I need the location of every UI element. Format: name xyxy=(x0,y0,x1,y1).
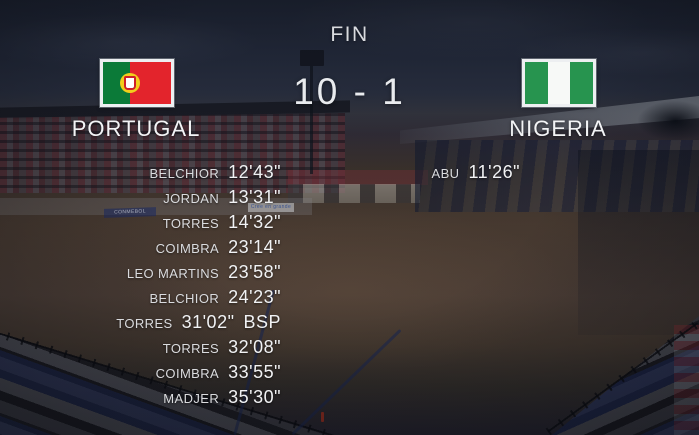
goal-time: 33'55" xyxy=(228,362,281,382)
scorer-row: TORRES 31'02" BSP xyxy=(40,310,281,335)
scorer-name: LEO MARTINS xyxy=(126,266,220,281)
scorer-name: COIMBRA xyxy=(155,241,220,256)
nigeria-flag-green-left xyxy=(525,62,548,104)
scorer-name: TORRES xyxy=(162,341,220,356)
scorer-row: COIMBRA 23'14" xyxy=(40,235,281,260)
scorer-name: TORRES xyxy=(162,216,220,231)
goal-type-suffix: BSP xyxy=(243,312,281,332)
scorer-row: JORDAN 13'31" xyxy=(40,185,281,210)
goal-time: 35'30" xyxy=(228,387,281,407)
nigeria-flag xyxy=(522,59,596,107)
nigeria-flag-white-center xyxy=(547,62,571,104)
goal-time: 23'14" xyxy=(228,237,281,257)
portugal-flag-shield xyxy=(124,76,136,90)
red-seat-strip xyxy=(288,170,428,185)
scorer-name: BELCHIOR xyxy=(149,291,220,306)
away-team-name: NIGERIA xyxy=(509,116,607,141)
floodlight-tower xyxy=(310,66,313,174)
scorer-row: MADJER 35'30" xyxy=(40,385,281,410)
scorer-row: BELCHIOR 24'23" xyxy=(40,285,281,310)
cree-en-grande-ad-board: Cree en grande xyxy=(248,203,294,212)
scorer-name: MADJER xyxy=(163,391,220,406)
goal-time: 24'23" xyxy=(228,287,281,307)
pitch-wall xyxy=(0,198,312,215)
scorer-row: COIMBRA 33'55" xyxy=(40,360,281,385)
goal-time: 23'58" xyxy=(228,262,281,282)
scorer-row: ABU 11'26" xyxy=(320,160,520,185)
scorer-name: BELCHIOR xyxy=(149,166,220,181)
tree-silhouette xyxy=(638,101,699,141)
match-score: 10 - 1 xyxy=(293,71,406,112)
advertising-boards xyxy=(288,184,420,203)
scorer-row: TORRES 14'32" xyxy=(40,210,281,235)
goal-time: 31'02" xyxy=(181,312,235,332)
corner-marker xyxy=(321,412,324,422)
floodlight-panel xyxy=(300,50,324,66)
grandstand-red-white-seats xyxy=(0,113,345,193)
away-scorers-list: ABU 11'26" xyxy=(320,160,520,185)
goal-time: 11'26" xyxy=(468,162,520,182)
goal-time: 13'31" xyxy=(228,187,281,207)
portugal-flag xyxy=(100,59,174,107)
scorer-row: LEO MARTINS 23'58" xyxy=(40,260,281,285)
scorer-name: TORRES xyxy=(116,316,173,331)
shadow-right xyxy=(578,150,699,335)
home-team-name: PORTUGAL xyxy=(71,116,201,141)
match-status-label: FIN xyxy=(330,23,369,46)
goal-time: 32'08" xyxy=(228,337,281,357)
scorer-row: BELCHIOR 12'43" xyxy=(40,160,281,185)
home-scorers-list: BELCHIOR 12'43" JORDAN 13'31" TORRES 14'… xyxy=(40,160,281,410)
scorer-name: ABU xyxy=(431,166,460,181)
goal-time: 14'32" xyxy=(228,212,281,232)
red-seats-edge xyxy=(674,325,699,435)
scorer-name: JORDAN xyxy=(163,191,220,206)
scorer-name: COIMBRA xyxy=(155,366,220,381)
portugal-flag-emblem xyxy=(120,73,140,93)
scorer-row: TORRES 32'08" xyxy=(40,335,281,360)
goal-time: 12'43" xyxy=(228,162,281,182)
nigeria-flag-green-right xyxy=(570,62,593,104)
